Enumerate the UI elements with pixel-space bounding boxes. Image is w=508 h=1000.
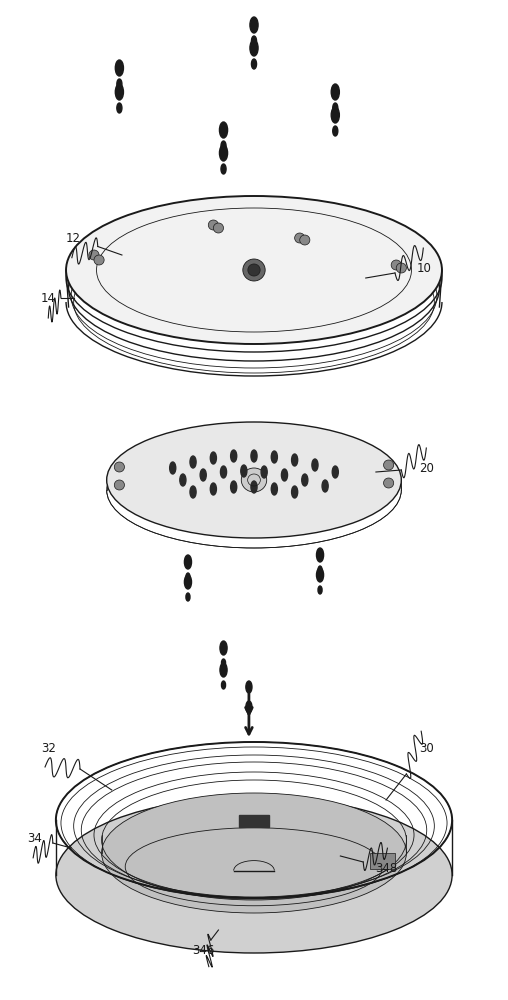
Ellipse shape — [56, 797, 452, 953]
Circle shape — [318, 586, 322, 594]
Circle shape — [186, 573, 190, 581]
Circle shape — [292, 486, 298, 498]
Circle shape — [281, 469, 288, 481]
Bar — [239, 815, 269, 827]
Circle shape — [117, 103, 122, 113]
Text: 30: 30 — [419, 742, 434, 754]
Circle shape — [117, 79, 122, 89]
Circle shape — [219, 122, 228, 138]
Ellipse shape — [213, 223, 224, 233]
Circle shape — [241, 465, 247, 477]
Circle shape — [312, 459, 318, 471]
Ellipse shape — [243, 259, 265, 281]
Circle shape — [322, 480, 328, 492]
Circle shape — [250, 40, 258, 56]
Circle shape — [246, 681, 252, 693]
Circle shape — [316, 548, 324, 562]
Circle shape — [333, 126, 338, 136]
Ellipse shape — [295, 233, 305, 243]
Circle shape — [271, 483, 277, 495]
Circle shape — [221, 659, 226, 667]
Circle shape — [316, 568, 324, 582]
Circle shape — [333, 103, 338, 113]
Circle shape — [184, 555, 192, 569]
Circle shape — [170, 462, 176, 474]
Circle shape — [220, 641, 227, 655]
Text: 346: 346 — [192, 944, 214, 956]
Circle shape — [219, 145, 228, 161]
Ellipse shape — [114, 462, 124, 472]
Ellipse shape — [248, 264, 260, 276]
Circle shape — [190, 456, 196, 468]
Text: 10: 10 — [417, 261, 432, 274]
Circle shape — [221, 164, 226, 174]
Text: 14: 14 — [41, 292, 56, 304]
Text: 34: 34 — [27, 832, 42, 844]
Circle shape — [251, 36, 257, 46]
Text: 12: 12 — [66, 232, 81, 244]
Circle shape — [220, 466, 227, 478]
Circle shape — [231, 481, 237, 493]
Circle shape — [251, 481, 257, 493]
Circle shape — [190, 486, 196, 498]
Ellipse shape — [102, 793, 406, 913]
Text: 348: 348 — [375, 861, 397, 874]
Text: 20: 20 — [419, 462, 434, 475]
Circle shape — [261, 466, 267, 478]
Circle shape — [231, 450, 237, 462]
Circle shape — [210, 452, 216, 464]
Circle shape — [331, 107, 339, 123]
Circle shape — [331, 84, 339, 100]
Circle shape — [115, 84, 123, 100]
Bar — [370, 853, 396, 869]
Ellipse shape — [241, 468, 267, 492]
Circle shape — [186, 593, 190, 601]
Ellipse shape — [384, 460, 394, 470]
Circle shape — [251, 59, 257, 69]
Ellipse shape — [208, 220, 218, 230]
Circle shape — [221, 681, 226, 689]
Ellipse shape — [94, 255, 104, 265]
Circle shape — [302, 474, 308, 486]
Circle shape — [180, 474, 186, 486]
Ellipse shape — [396, 263, 406, 273]
Circle shape — [271, 451, 277, 463]
Ellipse shape — [89, 250, 99, 260]
Text: 32: 32 — [41, 742, 56, 754]
Ellipse shape — [391, 260, 401, 270]
Circle shape — [115, 60, 123, 76]
Circle shape — [292, 454, 298, 466]
Ellipse shape — [107, 422, 401, 538]
Circle shape — [246, 701, 252, 713]
Ellipse shape — [384, 478, 394, 488]
Circle shape — [251, 450, 257, 462]
Circle shape — [184, 575, 192, 589]
Circle shape — [221, 141, 226, 151]
Ellipse shape — [66, 196, 442, 344]
Circle shape — [332, 466, 338, 478]
Circle shape — [210, 483, 216, 495]
Circle shape — [318, 566, 322, 574]
Circle shape — [200, 469, 206, 481]
Circle shape — [250, 17, 258, 33]
Ellipse shape — [114, 480, 124, 490]
Circle shape — [220, 663, 227, 677]
Ellipse shape — [300, 235, 310, 245]
